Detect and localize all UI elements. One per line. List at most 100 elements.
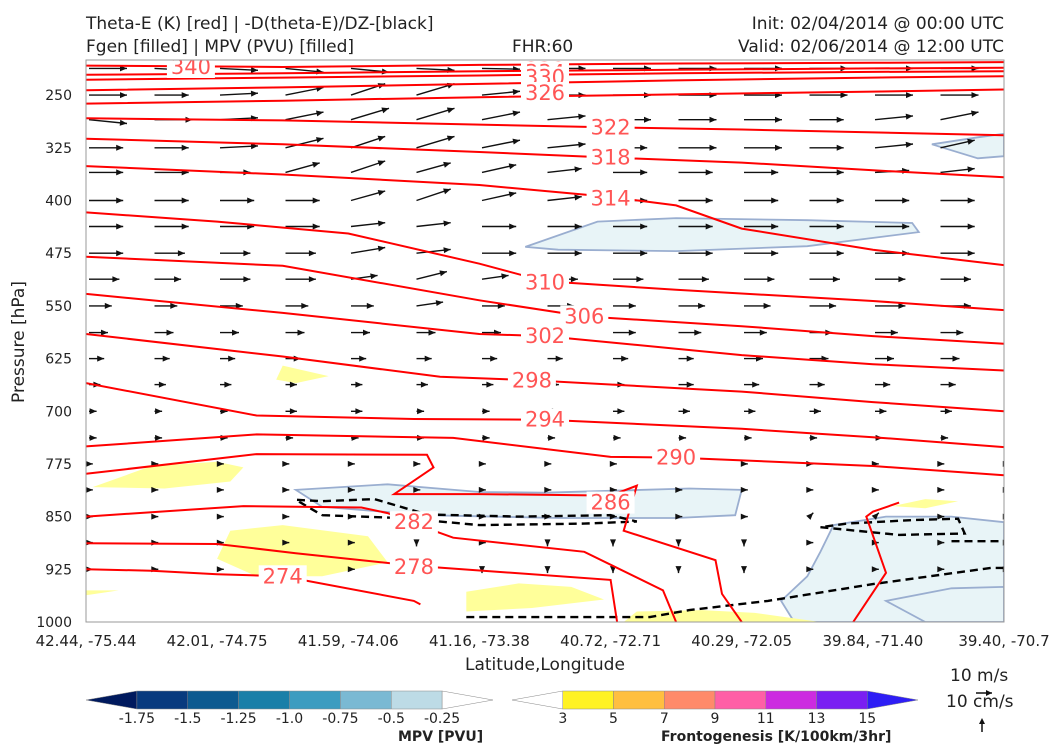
wind-arrowhead bbox=[679, 434, 687, 441]
wind-arrowhead bbox=[120, 92, 127, 99]
wind-arrowhead bbox=[282, 513, 290, 520]
neg-dtheta-contour-1 bbox=[466, 566, 1004, 619]
wind-arrowhead bbox=[282, 460, 290, 467]
wind-arrowhead bbox=[158, 381, 166, 388]
wind-key-vertical-label: 10 m/s bbox=[950, 666, 1008, 686]
x-axis-label: Latitude,Longitude bbox=[465, 655, 625, 675]
colorbar-tick-label: 3 bbox=[558, 711, 567, 727]
x-tick-label: 42.01, -74.75 bbox=[167, 632, 268, 650]
wind-arrowhead bbox=[97, 355, 105, 362]
wind-arrowhead bbox=[478, 486, 486, 493]
wind-arrowhead bbox=[871, 486, 879, 493]
wind-arrowhead bbox=[675, 513, 683, 520]
wind-arrowhead bbox=[116, 223, 124, 230]
wind-arrowhead bbox=[347, 566, 355, 573]
fgen-region-0 bbox=[92, 461, 244, 489]
theta-e-label-bg bbox=[521, 271, 569, 294]
colorbar-tick-label: -1.25 bbox=[220, 711, 256, 727]
wind-arrowhead bbox=[640, 250, 648, 257]
wind-arrowhead bbox=[297, 329, 305, 336]
wind-arrowhead bbox=[640, 144, 648, 151]
wind-arrowhead bbox=[243, 250, 251, 257]
fgen-region-3 bbox=[466, 583, 604, 612]
wind-arrowhead bbox=[879, 408, 887, 415]
wind-arrowhead bbox=[636, 276, 644, 283]
wind-arrowhead bbox=[370, 273, 378, 280]
wind-arrowhead bbox=[155, 434, 163, 441]
wind-arrowhead bbox=[443, 161, 451, 168]
wind-arrowhead bbox=[359, 355, 367, 362]
wind-arrowhead bbox=[482, 434, 490, 441]
theta-e-label-bg bbox=[586, 491, 635, 514]
theta-e-label-278: 278 bbox=[394, 555, 434, 579]
wind-arrowhead bbox=[609, 460, 617, 467]
valid-time: Valid: 02/06/2014 @ 12:00 UTC bbox=[738, 37, 1004, 57]
theta-e-contour-290 bbox=[86, 433, 1004, 477]
wind-arrowhead bbox=[151, 513, 159, 520]
fgen-fill-layer bbox=[86, 365, 959, 622]
theta-e-contour-314 bbox=[86, 165, 1004, 267]
wind-arrowhead bbox=[675, 539, 682, 547]
wind-arrowhead bbox=[741, 539, 747, 547]
theta-e-label-286: 286 bbox=[591, 491, 631, 515]
mpv-region-4 bbox=[883, 585, 1004, 622]
wind-arrowhead bbox=[613, 434, 621, 441]
wind-arrowhead bbox=[817, 381, 825, 388]
colorbar-segment bbox=[441, 690, 494, 710]
fgen-colorbar: 3 5 7 9 11 13 15 bbox=[511, 690, 919, 727]
wind-arrowhead bbox=[836, 116, 844, 123]
y-tick-label: 325 bbox=[45, 141, 72, 157]
wind-arrowhead bbox=[282, 486, 290, 493]
wind-arrowhead bbox=[181, 92, 189, 99]
wind-arrow bbox=[1006, 140, 1040, 148]
wind-arrowhead bbox=[767, 276, 775, 283]
wind-arrowhead bbox=[806, 566, 814, 573]
wind-arrowhead bbox=[617, 408, 625, 415]
colorbar-tick-label: 7 bbox=[660, 711, 669, 727]
wind-arrowhead bbox=[775, 116, 782, 123]
mpv-colorbar: -1.75 -1.5 -1.25 -1.0 -0.75 -0.5 -0.25 bbox=[85, 690, 494, 727]
wind-reference-key: 10 m/s 10 cm/s bbox=[946, 666, 1014, 732]
wind-arrowhead bbox=[247, 197, 255, 204]
wind-arrowhead bbox=[937, 460, 945, 467]
wind-arrowhead bbox=[377, 190, 386, 196]
y-axis: 250 325 400 475 550 625 700 775 850 925 1000 bbox=[36, 88, 72, 631]
wind-arrowhead bbox=[486, 381, 494, 388]
wind-arrow bbox=[1006, 110, 1044, 120]
colorbar-segment bbox=[187, 690, 239, 710]
wind-arrowhead bbox=[806, 486, 814, 493]
wind-arrowhead bbox=[316, 137, 324, 143]
wind-arrowhead bbox=[1037, 92, 1044, 98]
wind-arrowhead bbox=[1029, 303, 1036, 309]
colorbar-tick-label: -0.75 bbox=[322, 711, 358, 727]
theta-e-label-layer: 3403383343303263223183143103063022982942… bbox=[166, 60, 701, 588]
wind-arrowhead bbox=[119, 119, 127, 126]
wind-arrowhead bbox=[759, 329, 767, 336]
wind-arrowhead bbox=[840, 92, 848, 99]
theta-e-label-bg bbox=[586, 187, 635, 210]
colorbar-segment bbox=[765, 690, 817, 710]
wind-arrowhead bbox=[250, 143, 258, 150]
neg-dtheta-contour-0 bbox=[295, 497, 638, 527]
wind-arrowhead bbox=[578, 113, 586, 120]
wind-arrowhead bbox=[570, 276, 578, 283]
wind-arrowhead bbox=[224, 381, 232, 388]
wind-arrowhead bbox=[813, 408, 821, 415]
init-time: Init: 02/04/2014 @ 00:00 UTC bbox=[751, 14, 1004, 34]
wind-key-vertical-arrowhead bbox=[979, 718, 985, 724]
forecast-hour: FHR:60 bbox=[512, 37, 574, 57]
wind-arrowhead bbox=[610, 566, 616, 574]
y-tick-label: 400 bbox=[45, 194, 72, 210]
theta-e-contour-330 bbox=[86, 75, 1004, 92]
wind-arrowhead bbox=[937, 513, 945, 520]
wind-arrowhead bbox=[490, 355, 498, 362]
wind-arrowhead bbox=[443, 220, 451, 227]
wind-arrowhead bbox=[741, 566, 747, 574]
wind-arrowhead bbox=[956, 329, 964, 336]
wind-arrowhead bbox=[347, 486, 355, 493]
theta-e-contour-18 bbox=[852, 501, 900, 622]
wind-arrowhead bbox=[216, 513, 224, 520]
wind-arrowhead bbox=[967, 166, 975, 173]
wind-arrowhead bbox=[748, 408, 756, 415]
wind-arrowhead bbox=[443, 247, 451, 254]
